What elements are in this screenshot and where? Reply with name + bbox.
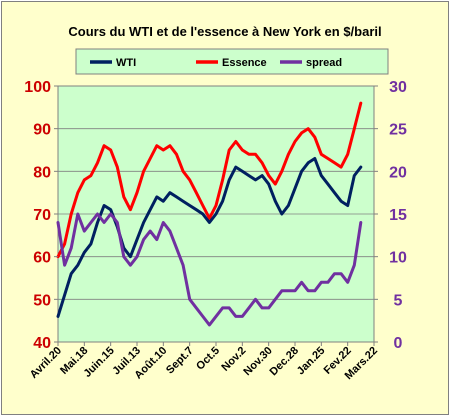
x-tick-label: Oct.5 — [194, 345, 222, 373]
y-right-tick-label: 0 — [394, 335, 403, 352]
y-right-tick-label: 20 — [389, 164, 407, 181]
chart-title: Cours du WTI et de l'essence à New York … — [68, 24, 382, 39]
legend-box — [75, 48, 389, 75]
series-group — [56, 101, 363, 327]
y-left-tick-label: 50 — [33, 292, 51, 309]
series-line-essence — [56, 101, 363, 259]
legend: WTI Essence spread — [90, 57, 342, 69]
y-left-tick-label: 80 — [33, 164, 51, 181]
legend-label-essence: Essence — [222, 57, 267, 69]
x-tick-label: Dec.28 — [268, 345, 302, 379]
y-left-tick-label: 40 — [33, 335, 51, 352]
y-right-tick-label: 25 — [389, 122, 407, 139]
y-right-tick-label: 10 — [389, 250, 407, 267]
y-left-tick-label: 60 — [33, 250, 51, 267]
y-right-tick-label: 30 — [389, 79, 407, 96]
series-line-wti — [56, 157, 363, 318]
legend-label-wti: WTI — [116, 57, 136, 69]
y-right-tick-label: 5 — [394, 292, 403, 309]
y-left-tick-label: 100 — [24, 79, 51, 96]
y-left-tick-label: 70 — [33, 207, 51, 224]
y-left-tick-label: 90 — [33, 122, 51, 139]
series-line-spread — [56, 212, 363, 327]
x-tick-label: Sept.7 — [164, 345, 196, 377]
x-tick-label: Jan.25 — [295, 345, 328, 378]
legend-label-spread: spread — [306, 57, 342, 69]
y-right-tick-label: 15 — [389, 207, 407, 224]
